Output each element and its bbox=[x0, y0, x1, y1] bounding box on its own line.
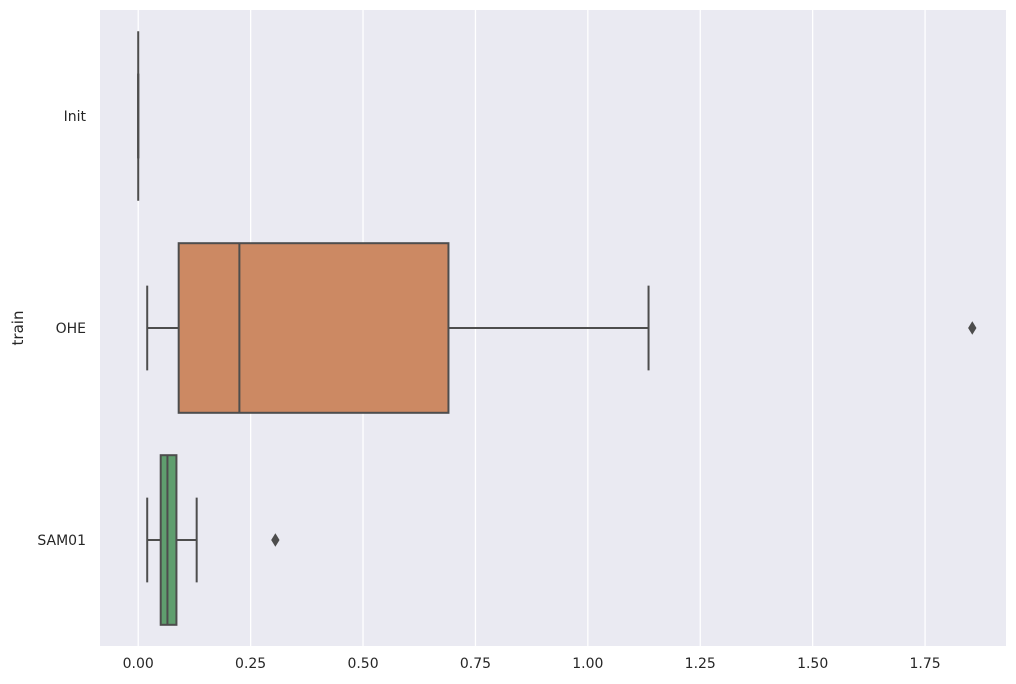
y-tick-label: Init bbox=[64, 109, 87, 125]
y-axis-label: train bbox=[9, 311, 27, 346]
outlier-point bbox=[968, 321, 977, 335]
x-tick-label: 0.25 bbox=[235, 656, 266, 672]
x-tick-labels: 0.00 0.25 0.50 0.75 1.00 1.25 1.50 1.75 bbox=[123, 656, 941, 672]
outlier-point bbox=[271, 533, 280, 547]
boxes bbox=[137, 31, 977, 626]
x-tick-label: 1.50 bbox=[797, 656, 828, 672]
box-iqr bbox=[159, 454, 178, 626]
x-tick-label: 1.75 bbox=[909, 656, 940, 672]
x-tick-label: 0.00 bbox=[123, 656, 154, 672]
box-iqr bbox=[177, 242, 450, 414]
y-tick-labels: Init OHE SAM01 bbox=[37, 109, 86, 549]
y-tick-label: OHE bbox=[56, 321, 86, 337]
x-tick-label: 0.75 bbox=[460, 656, 491, 672]
x-tick-label: 1.25 bbox=[685, 656, 716, 672]
box-group-sam01 bbox=[146, 454, 280, 626]
box-group-ohe bbox=[146, 242, 977, 414]
y-tick-label: SAM01 bbox=[37, 533, 86, 549]
x-tick-label: 0.50 bbox=[347, 656, 378, 672]
x-tick-label: 1.00 bbox=[572, 656, 603, 672]
